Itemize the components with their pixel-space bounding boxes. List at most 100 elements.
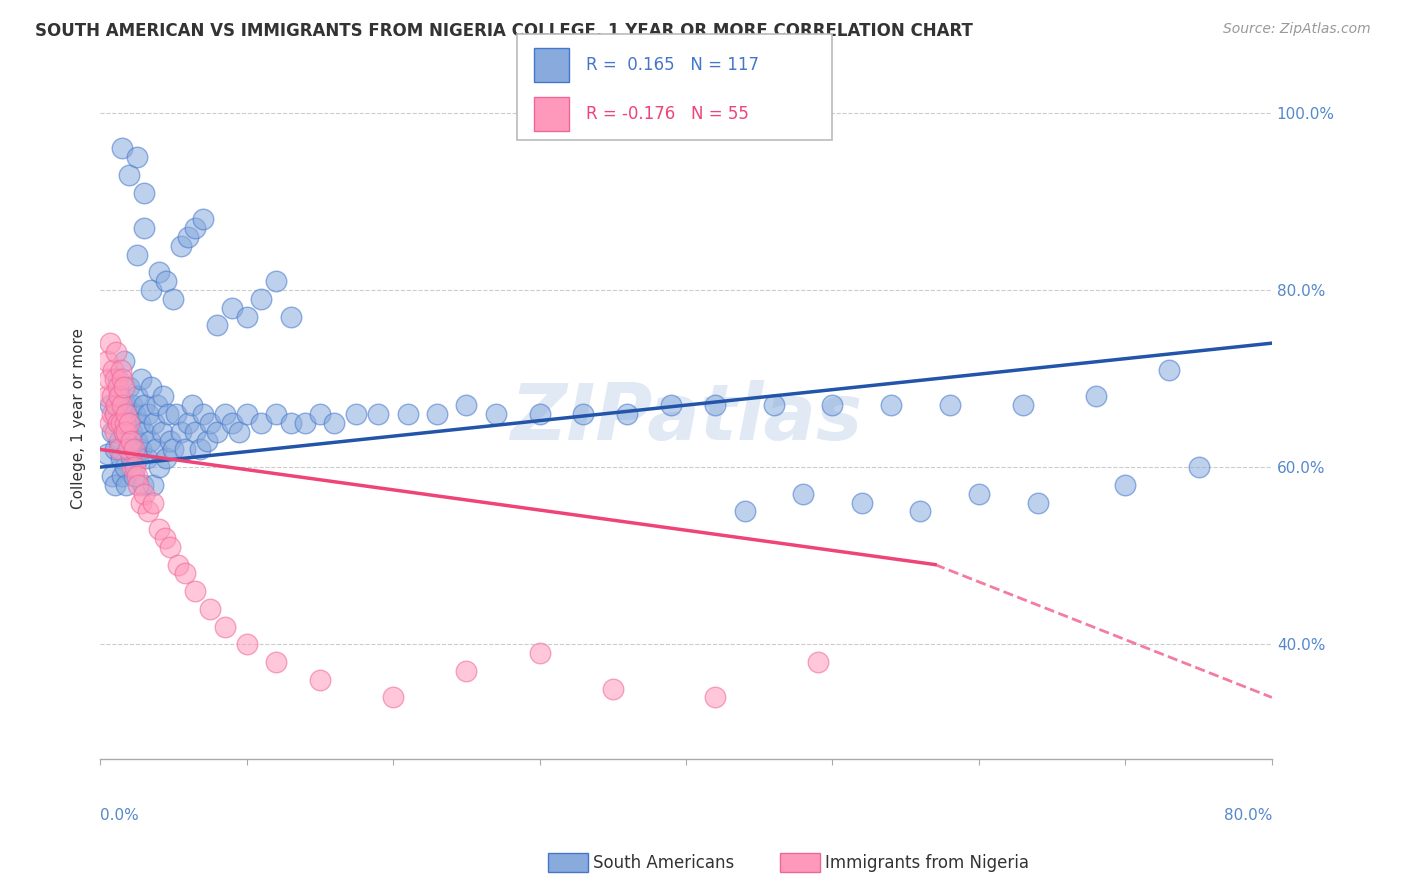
Point <box>214 619 236 633</box>
Point <box>112 425 135 439</box>
Point <box>114 460 136 475</box>
Point <box>122 469 145 483</box>
Point <box>125 247 148 261</box>
Point <box>174 566 197 581</box>
Point <box>184 425 207 439</box>
Point <box>139 434 162 448</box>
Point <box>115 478 138 492</box>
Point <box>191 407 214 421</box>
Point <box>125 389 148 403</box>
Point <box>148 265 170 279</box>
Point <box>148 460 170 475</box>
Point <box>616 407 638 421</box>
Point <box>396 407 419 421</box>
Point <box>121 460 143 475</box>
Text: SOUTH AMERICAN VS IMMIGRANTS FROM NIGERIA COLLEGE, 1 YEAR OR MORE CORRELATION CH: SOUTH AMERICAN VS IMMIGRANTS FROM NIGERI… <box>35 22 973 40</box>
Point <box>118 380 141 394</box>
Point <box>138 504 160 518</box>
Point <box>101 425 124 439</box>
Text: 0.0%: 0.0% <box>100 808 139 823</box>
Point <box>704 398 727 412</box>
Text: R =  0.165   N = 117: R = 0.165 N = 117 <box>586 56 759 74</box>
Point <box>97 371 120 385</box>
Point <box>661 398 683 412</box>
Point <box>96 447 118 461</box>
Point <box>122 442 145 457</box>
Point <box>107 380 129 394</box>
Point <box>207 425 229 439</box>
Point <box>382 690 405 705</box>
Point <box>156 407 179 421</box>
Point <box>484 407 506 421</box>
Point <box>198 416 221 430</box>
Point <box>143 416 166 430</box>
Point <box>108 389 131 403</box>
Point <box>141 380 163 394</box>
Point <box>118 168 141 182</box>
Point <box>177 230 200 244</box>
Point <box>112 380 135 394</box>
Point <box>938 398 960 412</box>
Point <box>142 495 165 509</box>
Point <box>159 434 181 448</box>
Point <box>150 425 173 439</box>
Y-axis label: College, 1 year or more: College, 1 year or more <box>72 328 86 509</box>
Point <box>110 362 132 376</box>
Point <box>162 442 184 457</box>
Point <box>195 434 218 448</box>
Point <box>308 407 330 421</box>
Point <box>96 354 118 368</box>
Point <box>152 389 174 403</box>
Point <box>101 407 124 421</box>
Point <box>142 478 165 492</box>
Point <box>146 398 169 412</box>
Point <box>184 584 207 599</box>
Point <box>191 212 214 227</box>
Point <box>108 434 131 448</box>
Point <box>132 486 155 500</box>
Point <box>118 416 141 430</box>
Point <box>110 416 132 430</box>
Point <box>170 238 193 252</box>
Point <box>129 371 152 385</box>
Point <box>107 371 129 385</box>
Point <box>1159 362 1181 376</box>
Point <box>807 655 830 669</box>
Text: Source: ZipAtlas.com: Source: ZipAtlas.com <box>1223 22 1371 37</box>
Point <box>602 681 624 696</box>
Point <box>104 442 127 457</box>
Point <box>280 310 302 324</box>
Point <box>762 398 785 412</box>
Point <box>129 495 152 509</box>
Point <box>129 442 152 457</box>
Point <box>107 416 129 430</box>
Point <box>104 407 127 421</box>
Point <box>121 398 143 412</box>
Point <box>138 407 160 421</box>
Point <box>117 442 139 457</box>
Point <box>145 442 167 457</box>
Point <box>101 389 124 403</box>
Point <box>103 362 125 376</box>
Point <box>107 416 129 430</box>
Point <box>108 389 131 403</box>
Point <box>426 407 449 421</box>
Point <box>165 407 187 421</box>
Point <box>456 664 478 678</box>
Text: ZIPatlas: ZIPatlas <box>510 380 862 457</box>
Point <box>155 451 177 466</box>
Point <box>170 425 193 439</box>
Point <box>166 558 188 572</box>
Point <box>280 416 302 430</box>
Point <box>128 416 150 430</box>
Point <box>121 425 143 439</box>
Point <box>110 451 132 466</box>
Point <box>127 478 149 492</box>
Text: R = -0.176   N = 55: R = -0.176 N = 55 <box>586 105 749 123</box>
Point <box>851 495 873 509</box>
Point <box>111 407 134 421</box>
Point <box>111 398 134 412</box>
Point <box>108 442 131 457</box>
Point <box>235 310 257 324</box>
Point <box>115 407 138 421</box>
